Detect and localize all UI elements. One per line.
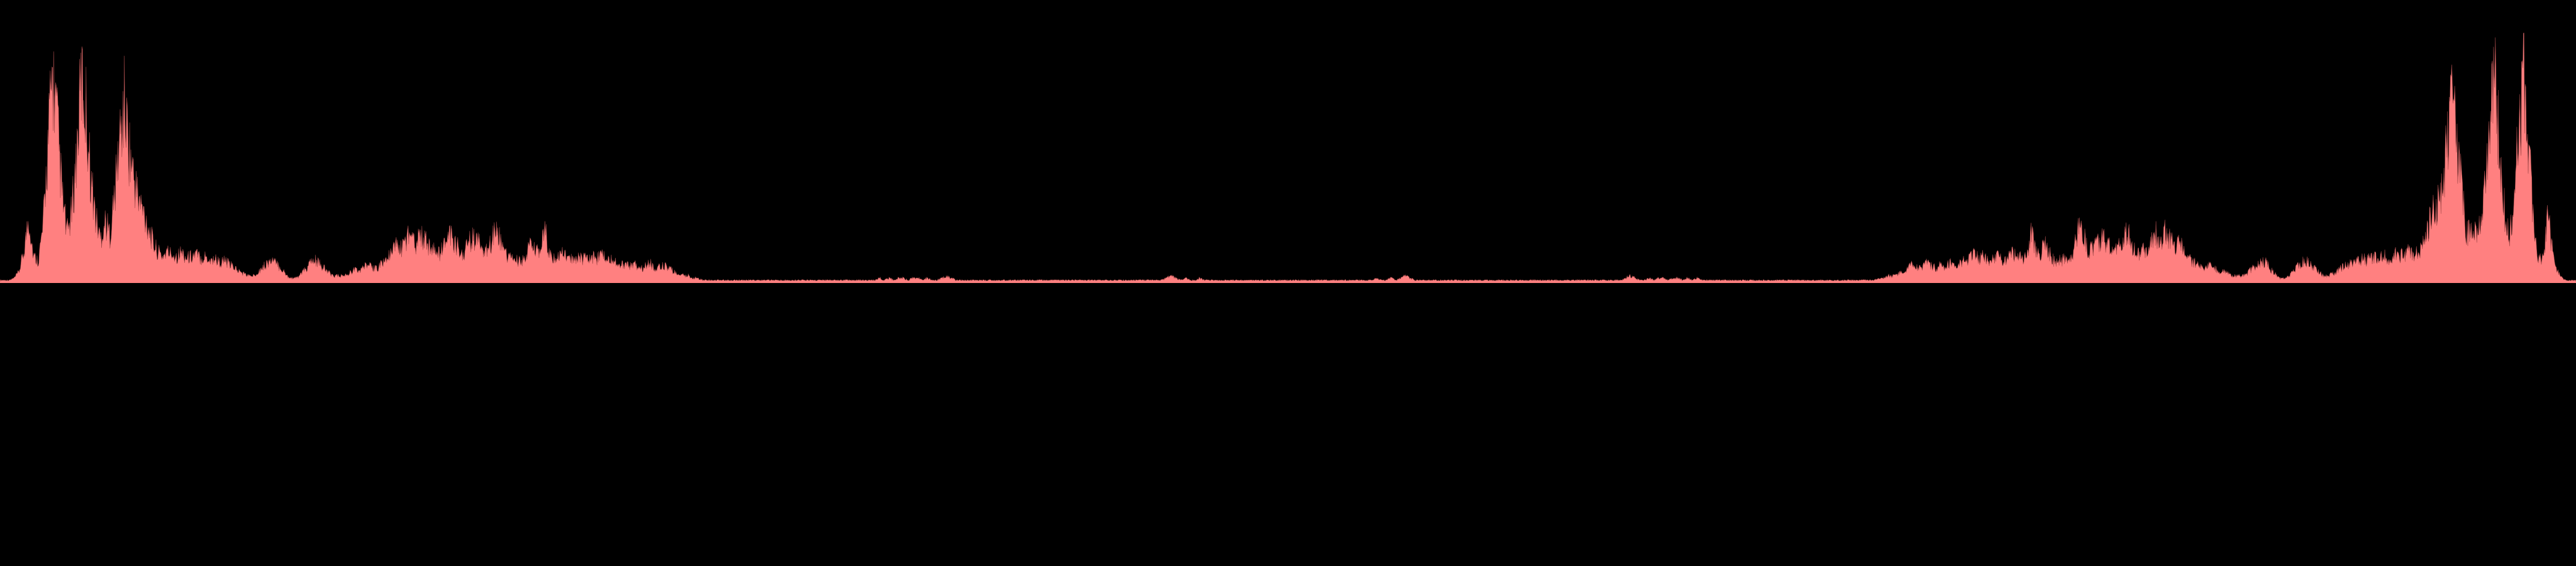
spectrum-area-group [0, 33, 2576, 283]
spectrum-area [0, 33, 2576, 283]
